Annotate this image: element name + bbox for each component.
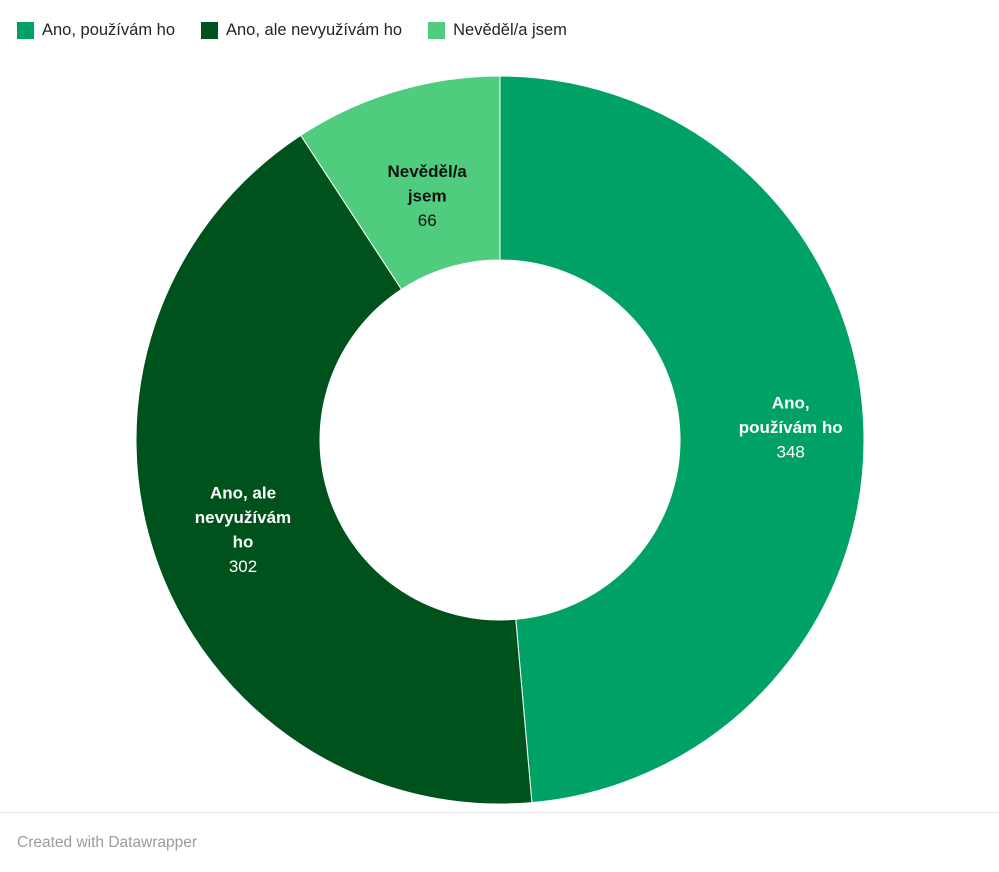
legend-item-ano-pouzivam: Ano, používám ho <box>17 21 175 40</box>
datawrapper-credit-link[interactable]: Created with Datawrapper <box>17 834 198 851</box>
donut-slice-1[interactable] <box>135 134 533 805</box>
legend-label: Nevěděl/a jsem <box>453 21 567 39</box>
legend-label: Ano, používám ho <box>42 21 175 39</box>
legend-label: Ano, ale nevyužívám ho <box>226 21 403 39</box>
legend-item-nevedel: Nevěděl/a jsem <box>428 21 567 40</box>
legend-swatch-icon <box>201 22 218 39</box>
donut-slice-0[interactable] <box>499 75 865 804</box>
legend-item-ano-nevyuzivam: Ano, ale nevyužívám ho <box>201 21 402 40</box>
legend: Ano, používám ho Ano, ale nevyužívám ho … <box>17 21 567 40</box>
footer: Created with Datawrapper <box>0 812 999 852</box>
donut-slice-2[interactable] <box>300 75 501 291</box>
legend-swatch-icon <box>428 22 446 39</box>
legend-swatch-icon <box>17 22 34 39</box>
